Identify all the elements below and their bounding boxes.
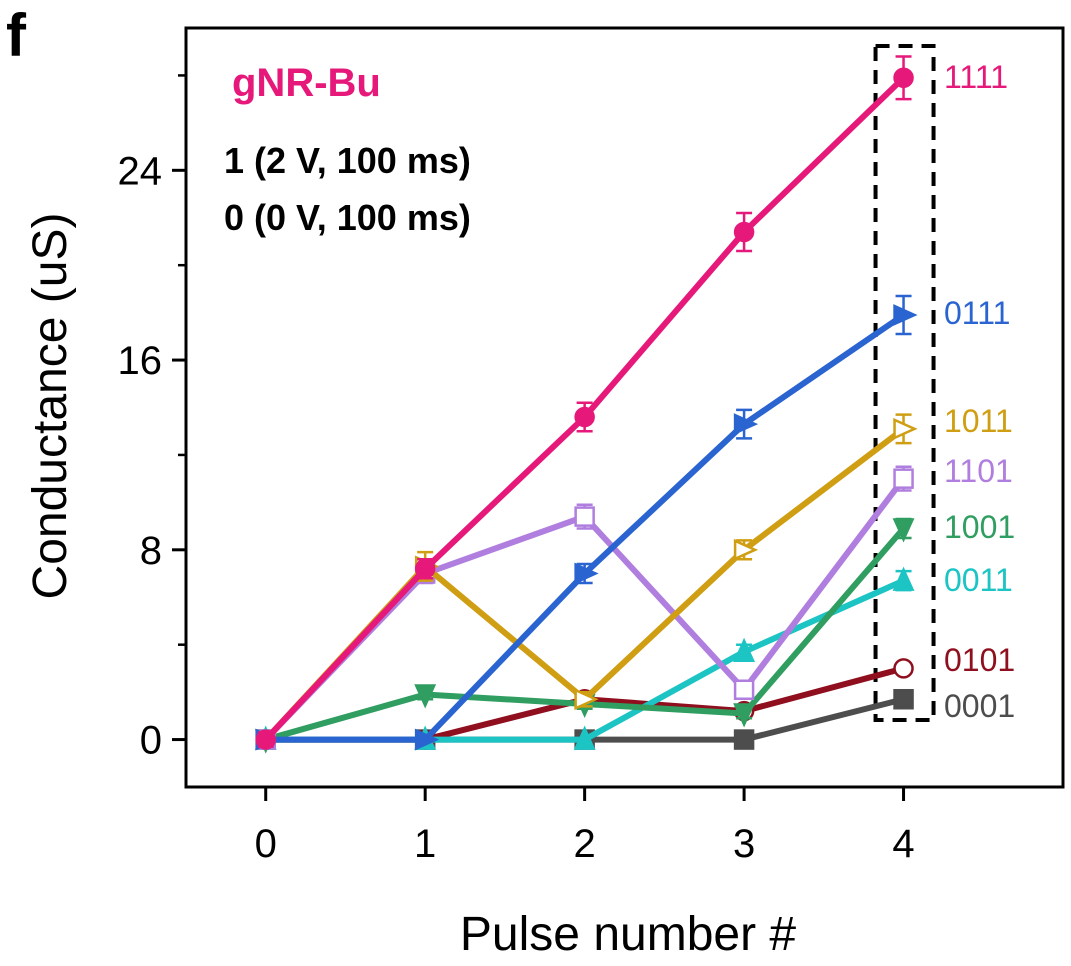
panel-letter: f <box>6 2 27 69</box>
data-point <box>733 679 755 701</box>
data-point <box>893 688 914 710</box>
x-tick-label: 4 <box>892 822 914 866</box>
pulse-1-label: 1 (2 V, 100 ms) <box>224 140 471 181</box>
data-point <box>733 413 759 436</box>
data-point <box>893 468 914 489</box>
data-point <box>893 658 914 679</box>
data-point <box>892 566 915 591</box>
data-point <box>414 728 440 751</box>
y-tick-label: 16 <box>118 339 163 383</box>
x-tick-label: 3 <box>733 822 755 866</box>
x-tick-label: 1 <box>414 822 436 866</box>
data-point <box>733 637 756 663</box>
series-end-label: 1001 <box>944 509 1015 545</box>
data-point <box>574 406 595 428</box>
y-axis-title: Conductance (uS) <box>24 213 77 600</box>
data-point <box>893 417 918 440</box>
series-1111: 1111 <box>255 55 1008 750</box>
y-tick-label: 24 <box>118 149 163 193</box>
series-end-label: 0001 <box>944 688 1015 724</box>
series-end-label: 0011 <box>944 562 1013 598</box>
series-end-label: 1011 <box>944 403 1013 439</box>
series-end-label: 1111 <box>944 59 1008 95</box>
data-point <box>414 558 436 580</box>
data-point <box>733 703 756 728</box>
x-axis-title: Pulse number # <box>460 908 796 961</box>
series-end-label: 1101 <box>944 453 1013 489</box>
material-label: gNR-Bu <box>232 61 381 105</box>
data-point <box>893 304 918 326</box>
data-point <box>574 688 599 711</box>
data-point <box>733 538 759 561</box>
plot-frame <box>184 26 1065 789</box>
data-point <box>573 725 596 750</box>
pulse-0-label: 0 (0 V, 100 ms) <box>224 197 471 238</box>
series-end-label: 0111 <box>944 295 1010 331</box>
plot-area: 0 8 16 24 0 1 2 3 4 0001 0101 0011 1001 1101 1011 0111 1… <box>118 26 1065 866</box>
x-tick-label: 2 <box>574 822 596 866</box>
data-point <box>414 684 437 709</box>
x-tick-label: 0 <box>255 822 277 866</box>
data-point <box>733 221 755 243</box>
data-point <box>574 506 595 527</box>
data-point <box>733 729 755 750</box>
data-point <box>893 67 914 89</box>
data-point <box>574 562 599 585</box>
y-tick-label: 8 <box>140 529 162 573</box>
highlight-box <box>873 44 936 722</box>
data-point <box>892 518 915 543</box>
series-end-label: 0101 <box>944 642 1015 678</box>
y-tick-label: 0 <box>140 719 162 763</box>
data-point <box>255 729 276 750</box>
